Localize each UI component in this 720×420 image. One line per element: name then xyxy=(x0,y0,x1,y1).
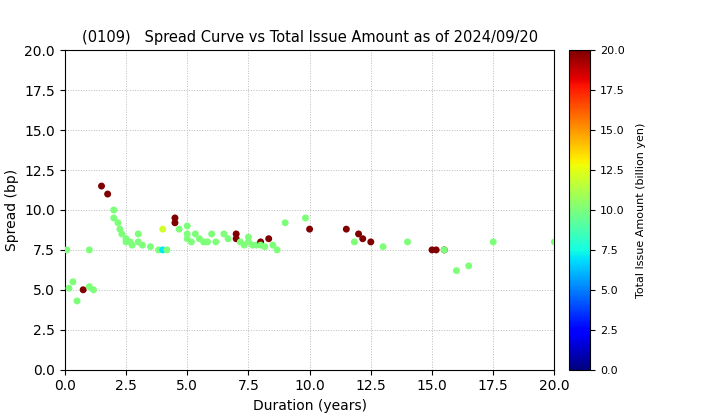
Point xyxy=(108,215,120,221)
Point xyxy=(186,239,197,245)
Title: (0109)   Spread Curve vs Total Issue Amount as of 2024/09/20: (0109) Spread Curve vs Total Issue Amoun… xyxy=(81,30,538,45)
Point xyxy=(202,239,213,245)
Point xyxy=(174,226,185,233)
Point xyxy=(169,215,181,221)
Point xyxy=(348,239,360,245)
Point xyxy=(463,262,474,269)
Point xyxy=(271,247,283,253)
Point xyxy=(279,219,291,226)
Point xyxy=(230,231,242,237)
X-axis label: Duration (years): Duration (years) xyxy=(253,399,366,413)
Point xyxy=(102,191,114,197)
Point xyxy=(112,219,124,226)
Point xyxy=(120,239,132,245)
Point xyxy=(194,235,205,242)
Point xyxy=(114,226,126,233)
Point xyxy=(189,231,201,237)
Point xyxy=(120,235,132,242)
Point xyxy=(198,239,210,245)
Point xyxy=(127,242,138,249)
Point xyxy=(402,239,413,245)
Point xyxy=(487,239,499,245)
Point xyxy=(210,239,222,245)
Point xyxy=(157,247,168,253)
Point xyxy=(61,247,73,253)
Point xyxy=(206,231,217,237)
Point xyxy=(357,235,369,242)
Point xyxy=(88,286,99,293)
Point xyxy=(259,243,271,250)
Point xyxy=(116,231,127,237)
Point xyxy=(431,247,442,253)
Point xyxy=(84,283,95,290)
Point xyxy=(125,239,136,245)
Point xyxy=(549,239,560,245)
Point xyxy=(108,207,120,213)
Point xyxy=(251,242,262,249)
Point xyxy=(67,278,78,285)
Point xyxy=(132,239,144,245)
Point xyxy=(235,239,246,245)
Point xyxy=(84,247,95,253)
Point xyxy=(157,226,168,233)
Point xyxy=(365,239,377,245)
Point xyxy=(218,231,230,237)
Point xyxy=(300,215,311,221)
Y-axis label: Spread (bp): Spread (bp) xyxy=(5,169,19,251)
Point xyxy=(243,234,254,241)
Point xyxy=(353,231,364,237)
Point xyxy=(263,235,274,242)
Point xyxy=(222,235,234,242)
Point xyxy=(267,242,279,249)
Point xyxy=(161,247,173,253)
Point xyxy=(247,242,258,249)
Point xyxy=(71,298,83,304)
Point xyxy=(238,242,250,249)
Point xyxy=(169,219,181,226)
Point xyxy=(341,226,352,233)
Point xyxy=(181,235,193,242)
Point xyxy=(63,285,75,291)
Point xyxy=(243,239,254,245)
Point xyxy=(145,243,156,250)
Point xyxy=(230,235,242,242)
Point xyxy=(96,183,107,189)
Point xyxy=(426,247,438,253)
Point xyxy=(377,243,389,250)
Point xyxy=(181,231,193,237)
Point xyxy=(153,247,164,253)
Point xyxy=(181,223,193,229)
Y-axis label: Total Issue Amount (billion yen): Total Issue Amount (billion yen) xyxy=(636,122,646,298)
Point xyxy=(132,231,144,237)
Point xyxy=(304,226,315,233)
Point xyxy=(451,267,462,274)
Point xyxy=(438,247,450,253)
Point xyxy=(78,286,89,293)
Point xyxy=(438,247,450,253)
Point xyxy=(255,242,266,249)
Point xyxy=(255,239,266,245)
Point xyxy=(137,242,148,249)
